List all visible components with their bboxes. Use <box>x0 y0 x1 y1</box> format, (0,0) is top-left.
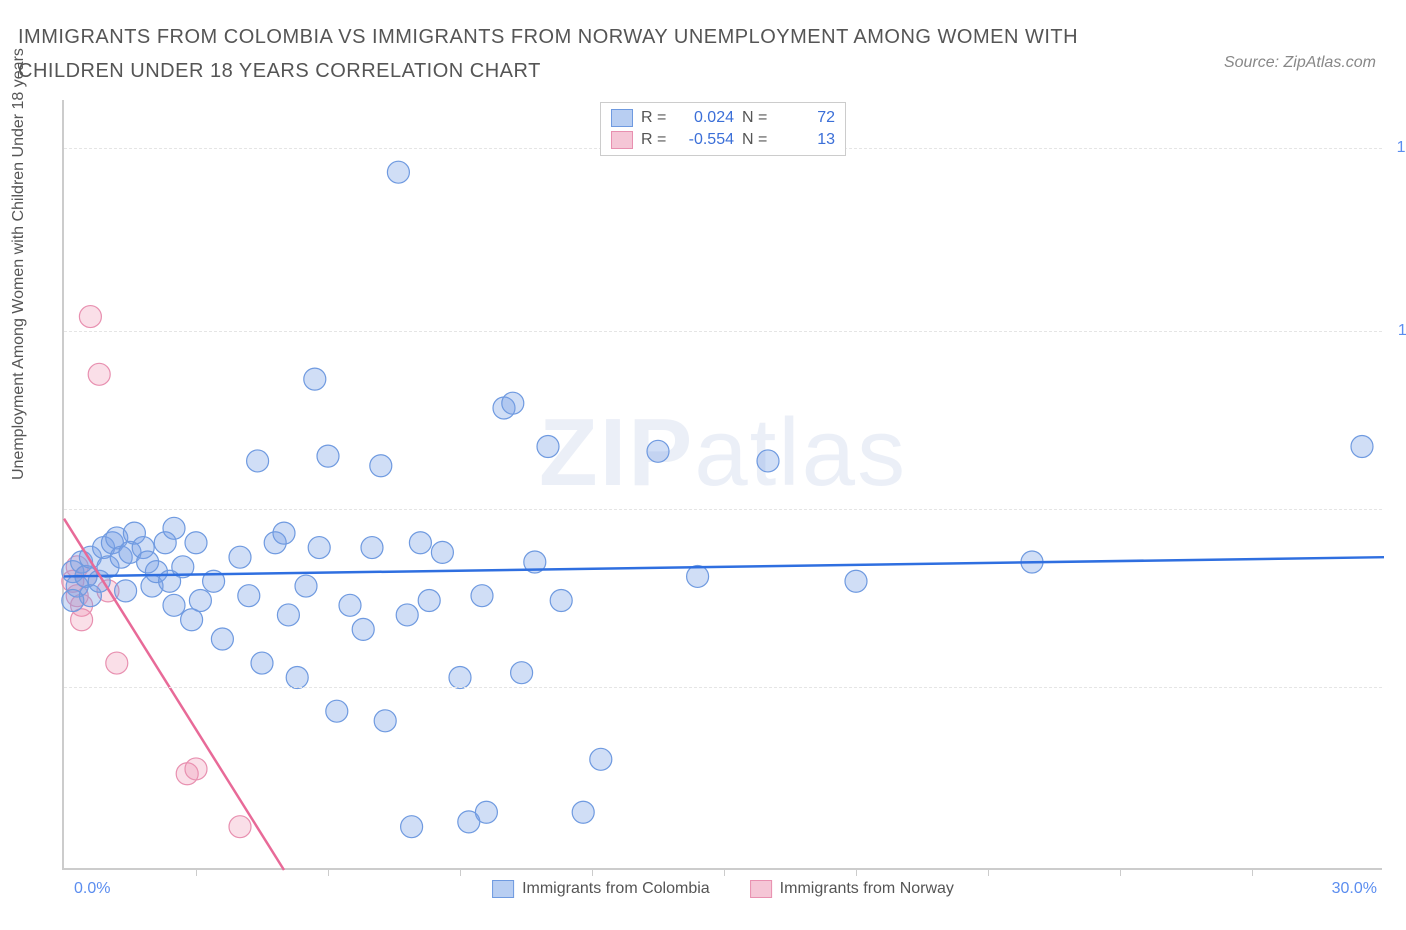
swatch-colombia-icon <box>492 880 514 898</box>
data-point <box>396 604 418 626</box>
r-value-norway: -0.554 <box>679 131 734 149</box>
x-tick-mark <box>196 868 197 876</box>
swatch-colombia <box>611 109 633 127</box>
r-value-colombia: 0.024 <box>679 109 734 127</box>
legend-item-norway: Immigrants from Norway <box>750 880 954 898</box>
legend-row-norway: R = -0.554 N = 13 <box>611 129 835 151</box>
data-point <box>475 801 497 823</box>
swatch-norway <box>611 131 633 149</box>
gridline <box>64 509 1382 510</box>
gridline <box>64 331 1382 332</box>
x-tick-mark <box>1252 868 1253 876</box>
y-tick-label: 3.8% <box>1387 678 1406 696</box>
n-value-norway: 13 <box>780 131 835 149</box>
legend-stats-box: R = 0.024 N = 72 R = -0.554 N = 13 <box>600 102 846 156</box>
data-point <box>181 609 203 631</box>
data-point <box>211 628 233 650</box>
x-axis-min-label: 0.0% <box>74 880 110 898</box>
data-point <box>387 161 409 183</box>
data-point <box>370 455 392 477</box>
x-tick-mark <box>1120 868 1121 876</box>
data-point <box>189 590 211 612</box>
data-point <box>185 758 207 780</box>
data-point <box>845 570 867 592</box>
x-tick-mark <box>856 868 857 876</box>
data-point <box>431 541 453 563</box>
data-point <box>757 450 779 472</box>
data-point <box>79 306 101 328</box>
data-point <box>115 580 137 602</box>
plot-frame: ZIPatlas R = 0.024 N = 72 R = -0.554 N =… <box>62 100 1382 870</box>
data-point <box>326 700 348 722</box>
data-point <box>317 445 339 467</box>
data-point <box>647 440 669 462</box>
legend-item-colombia: Immigrants from Colombia <box>492 880 710 898</box>
data-point <box>550 590 572 612</box>
data-point <box>339 594 361 616</box>
data-point <box>401 816 423 838</box>
data-point <box>163 517 185 539</box>
data-point <box>361 537 383 559</box>
trendline-colombia <box>64 557 1384 576</box>
data-point <box>277 604 299 626</box>
data-point <box>229 816 251 838</box>
data-point <box>247 450 269 472</box>
data-point <box>409 532 431 554</box>
x-tick-mark <box>460 868 461 876</box>
x-tick-mark <box>592 868 593 876</box>
data-point <box>1351 436 1373 458</box>
plot-svg <box>64 100 1384 870</box>
legend-row-colombia: R = 0.024 N = 72 <box>611 107 835 129</box>
data-point <box>374 710 396 732</box>
chart-area: ZIPatlas R = 0.024 N = 72 R = -0.554 N =… <box>62 100 1382 870</box>
data-point <box>251 652 273 674</box>
y-axis-label: Unemployment Among Women with Children U… <box>10 48 28 480</box>
n-value-colombia: 72 <box>780 109 835 127</box>
data-point <box>418 590 440 612</box>
data-point <box>572 801 594 823</box>
data-point <box>185 532 207 554</box>
data-point <box>163 594 185 616</box>
source-attribution: Source: ZipAtlas.com <box>1224 54 1376 72</box>
data-point <box>295 575 317 597</box>
y-tick-label: 7.5% <box>1387 500 1406 518</box>
chart-title: IMMIGRANTS FROM COLOMBIA VS IMMIGRANTS F… <box>18 20 1138 88</box>
swatch-norway-icon <box>750 880 772 898</box>
data-point <box>687 565 709 587</box>
y-tick-label: 15.0% <box>1387 139 1406 157</box>
data-point <box>88 363 110 385</box>
data-point <box>308 537 330 559</box>
data-point <box>273 522 295 544</box>
data-point <box>71 609 93 631</box>
x-tick-mark <box>988 868 989 876</box>
data-point <box>238 585 260 607</box>
x-tick-mark <box>724 868 725 876</box>
gridline <box>64 687 1382 688</box>
data-point <box>471 585 493 607</box>
data-point <box>502 392 524 414</box>
data-point <box>449 667 471 689</box>
x-tick-mark <box>328 868 329 876</box>
data-point <box>511 662 533 684</box>
y-tick-label: 11.2% <box>1387 322 1406 340</box>
x-axis-max-label: 30.0% <box>1332 880 1377 898</box>
data-point <box>352 618 374 640</box>
data-point <box>537 436 559 458</box>
data-point <box>304 368 326 390</box>
legend-bottom: Immigrants from Colombia Immigrants from… <box>492 880 954 898</box>
data-point <box>62 590 84 612</box>
data-point <box>106 652 128 674</box>
data-point <box>286 667 308 689</box>
data-point <box>229 546 251 568</box>
data-point <box>590 748 612 770</box>
